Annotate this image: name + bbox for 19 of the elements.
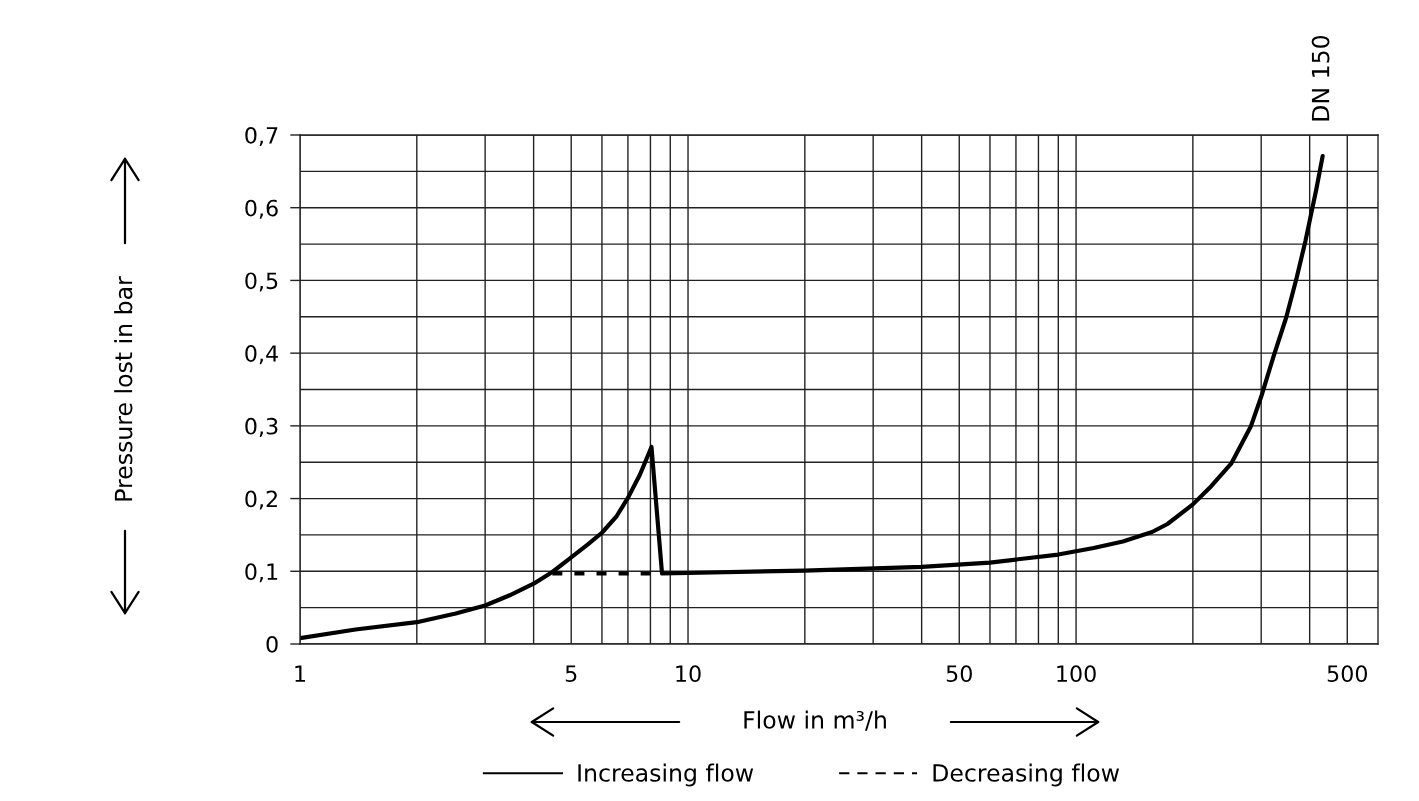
legend-label: Increasing flow — [578, 763, 754, 787]
y-tick-label: 0,6 — [245, 199, 278, 219]
y-tick-label: 0,1 — [245, 563, 278, 583]
y-tick-label: 0,5 — [245, 272, 278, 292]
x-axis-title: Flow in m³/h — [744, 710, 886, 731]
x-tick-label: 5 — [565, 665, 577, 683]
y-tick-label: 0 — [266, 635, 278, 653]
y-axis-title: Pressure lost in bar — [114, 276, 133, 501]
y-tick-label: 0,7 — [245, 126, 278, 147]
annotation: DN 150 — [1311, 35, 1330, 121]
x-tick-label: 500 — [1327, 665, 1368, 683]
x-tick-label: 10 — [676, 665, 701, 683]
y-tick-label: 0,3 — [245, 417, 278, 437]
x-tick-label: 50 — [946, 665, 972, 683]
y-tick-label: 0,2 — [245, 490, 277, 510]
x-tick-label: 1 — [295, 665, 306, 682]
y-tick-label: 0,4 — [245, 345, 278, 365]
legend-label: Decreasing flow — [933, 763, 1120, 787]
x-tick-label: 100 — [1057, 665, 1096, 683]
